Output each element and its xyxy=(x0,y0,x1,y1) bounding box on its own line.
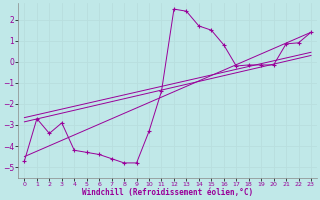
X-axis label: Windchill (Refroidissement éolien,°C): Windchill (Refroidissement éolien,°C) xyxy=(82,188,253,197)
